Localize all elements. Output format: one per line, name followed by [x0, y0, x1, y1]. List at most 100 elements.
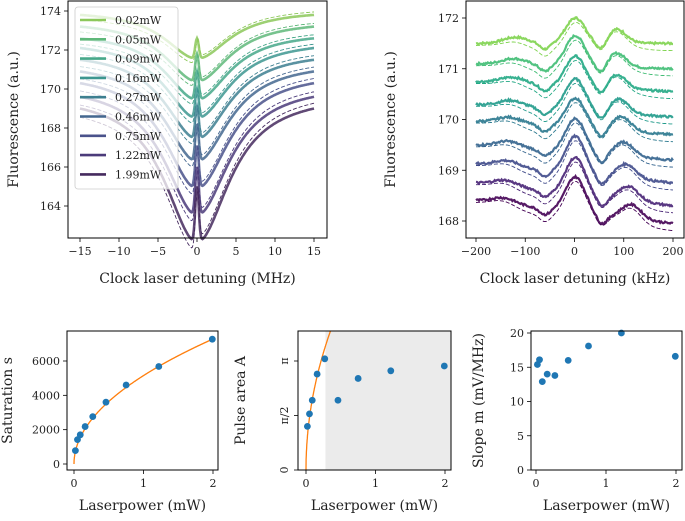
x-tick-label: 10 — [268, 245, 282, 258]
shaded-region — [325, 331, 451, 470]
y-tick-label: π — [278, 357, 291, 364]
legend-label: 1.22mW — [115, 149, 162, 162]
x-tick-label: −200 — [461, 245, 491, 258]
axes-frame — [530, 330, 683, 471]
y-tick-label: 171 — [438, 63, 459, 76]
data-line-0.05mW — [475, 34, 674, 74]
data-point — [585, 342, 592, 350]
fit-line-1.99mW — [79, 102, 315, 249]
data-line-1.22mW — [475, 155, 674, 208]
fit-line-0.02mW — [475, 21, 673, 57]
x-tick-label: 15 — [307, 245, 321, 258]
x-tick-label: 2 — [442, 477, 449, 490]
x-tick-label: 0 — [571, 245, 578, 258]
data-point — [334, 396, 342, 404]
x-tick-label: −100 — [510, 245, 540, 258]
data-point — [538, 378, 546, 386]
x-tick-label: −10 — [107, 245, 130, 258]
x-axis-label: Laserpower (mW) — [79, 498, 206, 514]
data-point — [122, 381, 130, 389]
y-tick-label: 20 — [510, 327, 524, 340]
y-tick-label: 0 — [53, 458, 60, 471]
x-axis-label: Laserpower (mW) — [311, 498, 438, 514]
y-axis-label: Slope m (mV/MHz) — [471, 333, 487, 468]
y-axis-label: Fluorescence (a.u.) — [6, 51, 22, 188]
data-point — [354, 375, 362, 382]
data-point — [536, 356, 543, 364]
y-tick-label: 5 — [517, 430, 524, 443]
data-point — [102, 398, 110, 406]
data-point — [440, 362, 448, 370]
data-line-0.02mW — [475, 16, 673, 52]
data-line-1.99mW — [475, 173, 674, 226]
data-line-0.46mW — [475, 116, 674, 164]
y-tick-label: 170 — [438, 114, 459, 127]
panel-bottom-left — [63, 335, 216, 474]
fit-line-0.75mW — [476, 140, 673, 191]
data-point — [306, 410, 313, 418]
data-point — [71, 447, 79, 455]
x-tick-label: 0 — [533, 477, 540, 490]
legend-label: 0.27mW — [115, 91, 162, 104]
fit-line-0.46mW — [476, 122, 673, 168]
data-point — [321, 355, 329, 363]
legend-label: 1.99mW — [115, 168, 162, 181]
x-tick-label: 0 — [71, 477, 78, 490]
y-tick-label: 4000 — [32, 389, 60, 402]
axes-frame — [297, 330, 452, 471]
data-point — [89, 413, 97, 421]
legend-label: 0.02mW — [115, 14, 162, 27]
data-point — [81, 423, 89, 430]
x-tick-label: −5 — [150, 245, 166, 258]
fit-line-0.16mW — [476, 82, 674, 125]
x-tick-label: 1 — [603, 477, 610, 490]
x-tick-label: −15 — [68, 245, 91, 258]
y-tick-label: 10 — [510, 396, 524, 409]
data-point — [671, 352, 679, 360]
data-point — [564, 357, 572, 364]
panel-bottom-right — [527, 329, 679, 474]
x-tick-label: 200 — [663, 245, 684, 258]
legend-label: 0.75mW — [115, 130, 162, 143]
y-tick-label: 168 — [438, 215, 459, 228]
panel-bottom-middle — [294, 331, 451, 474]
axes-frame — [465, 0, 685, 239]
data-line-0.75mW — [475, 133, 673, 186]
y-tick-label: 174 — [40, 5, 61, 18]
x-tick-label: 0 — [303, 477, 310, 490]
y-axis-label: Pulse area A — [233, 355, 249, 445]
y-tick-label: 172 — [438, 12, 459, 25]
y-tick-label: 169 — [438, 164, 459, 177]
x-axis-label: Clock laser detuning (kHz) — [480, 271, 671, 287]
legend-label: 0.46mW — [115, 111, 162, 124]
y-tick-label: 0 — [278, 467, 291, 474]
y-tick-label: 164 — [40, 200, 61, 213]
data-point — [303, 423, 311, 430]
data-point — [387, 367, 395, 375]
axes-frame — [67, 0, 328, 239]
y-tick-label: 0 — [517, 464, 524, 477]
y-tick-label: 172 — [40, 44, 61, 57]
data-point — [155, 363, 163, 370]
fit-line-0.09mW — [476, 60, 673, 100]
y-tick-label: 15 — [510, 361, 524, 374]
x-axis-label: Laserpower (mW) — [543, 498, 670, 514]
x-tick-label: 1 — [140, 477, 147, 490]
x-tick-label: 5 — [233, 245, 240, 258]
y-tick-label: 166 — [40, 161, 61, 174]
fit-curve — [73, 338, 214, 465]
fit-line-1.22mW — [79, 91, 315, 222]
axes-frame — [66, 330, 219, 471]
data-point — [551, 372, 559, 379]
y-tick-label: π/2 — [278, 407, 291, 425]
x-tick-label: 2 — [673, 477, 680, 490]
data-point — [76, 431, 84, 439]
data-point — [543, 370, 551, 378]
fit-line-0.05mW — [475, 39, 673, 79]
legend — [74, 6, 179, 190]
data-point — [313, 370, 321, 378]
fit-line-1.99mW — [476, 180, 673, 231]
fit-line-0.27mW — [476, 102, 673, 143]
